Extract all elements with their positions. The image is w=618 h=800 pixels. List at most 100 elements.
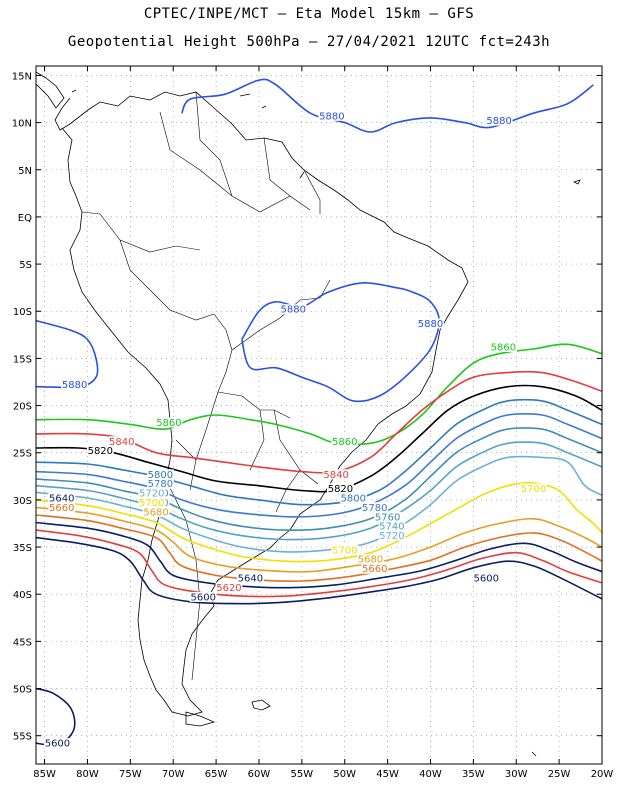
lat-tick-label: 50S bbox=[13, 685, 32, 696]
tierra-del-fuego bbox=[185, 711, 216, 727]
lat-tick-label: EQ bbox=[18, 213, 32, 224]
contour-5640 bbox=[36, 521, 602, 589]
contour-label: 5840 bbox=[323, 470, 348, 481]
contour-label: 5700 bbox=[521, 484, 546, 495]
caribbean-islands bbox=[71, 89, 305, 179]
axis-labels: 15N 10N 5N EQ 5S 10S 15S 20S 25S 30S 35S 40S 45S 50S 5… bbox=[12, 66, 614, 780]
contour-label: 5860 bbox=[491, 342, 516, 353]
contour-label: 5600 bbox=[191, 592, 216, 603]
atlantic-islands bbox=[531, 179, 581, 757]
lat-tick-label: 40S bbox=[13, 590, 32, 601]
contour-label: 5800 bbox=[148, 470, 173, 481]
lat-tick-label: 5N bbox=[18, 166, 32, 177]
south-america-coastline bbox=[54, 91, 469, 717]
contour-label: 5660 bbox=[362, 564, 387, 575]
lat-tick-label: 30S bbox=[13, 496, 32, 507]
contour-label: 5620 bbox=[216, 583, 241, 594]
contour-5860 bbox=[36, 343, 602, 446]
country-borders bbox=[81, 91, 331, 681]
contour-label: 5880 bbox=[281, 305, 306, 316]
contour-5700 bbox=[36, 481, 602, 563]
contour-label: 5640 bbox=[49, 493, 74, 504]
contour-labels: 5880 5880 5880 5880 5880 5860 5860 5860 5840 5840… bbox=[44, 110, 547, 750]
map-frame bbox=[35, 65, 603, 765]
lat-tick-label: 10S bbox=[13, 307, 32, 318]
contour-label: 5780 bbox=[148, 479, 173, 490]
contour-label: 5700 bbox=[139, 498, 164, 509]
contour-label: 5600 bbox=[474, 574, 499, 585]
contour-label-bg bbox=[378, 521, 406, 532]
lon-tick-label: 60W bbox=[248, 769, 271, 780]
lon-tick-label: 85W bbox=[33, 769, 56, 780]
contour-label-bg bbox=[146, 469, 174, 480]
contour-label: 5760 bbox=[375, 512, 400, 523]
contour-label-bg bbox=[215, 582, 243, 593]
contour-label: 5860 bbox=[156, 418, 181, 429]
lon-tick-label: 40W bbox=[419, 769, 442, 780]
contour-label-bg bbox=[61, 379, 88, 390]
lon-tick-label: 80W bbox=[76, 769, 99, 780]
contour-5680 bbox=[36, 506, 602, 573]
lon-tick-label: 30W bbox=[505, 769, 528, 780]
contour-label: 5820 bbox=[328, 484, 353, 495]
contour-label: 5700 bbox=[332, 545, 357, 556]
contour-label-bg bbox=[189, 591, 217, 602]
contour-label-bg bbox=[417, 318, 444, 329]
contour-label-bg bbox=[48, 502, 76, 513]
contour-label-bg bbox=[48, 492, 76, 503]
contour-5880 bbox=[241, 282, 440, 403]
contour-label: 5880 bbox=[418, 319, 443, 330]
contour-lines bbox=[36, 78, 602, 746]
contour-label: 5680 bbox=[143, 508, 168, 519]
contour-label-bg bbox=[146, 478, 174, 489]
contour-label: 5640 bbox=[238, 574, 263, 585]
contour-label-bg bbox=[327, 483, 354, 494]
contour-label-bg bbox=[357, 554, 384, 565]
lon-tick-label: 75W bbox=[119, 769, 142, 780]
contour-label: 5720 bbox=[379, 531, 404, 542]
contour-label: 5680 bbox=[358, 555, 383, 566]
contour-label-bg bbox=[489, 341, 517, 352]
contour-label-bg bbox=[519, 483, 547, 494]
lon-tick-label: 65W bbox=[205, 769, 228, 780]
contour-label-bg bbox=[138, 488, 166, 499]
lat-lon-grid bbox=[36, 66, 603, 764]
lat-tick-label: 5S bbox=[19, 260, 32, 271]
contour-label-bg bbox=[331, 436, 359, 447]
lat-tick-label: 20S bbox=[13, 402, 32, 413]
lat-tick-label: 15N bbox=[12, 71, 32, 82]
contour-label: 5880 bbox=[62, 380, 87, 391]
lat-tick-label: 45S bbox=[13, 637, 32, 648]
contour-label: 5860 bbox=[332, 437, 357, 448]
contour-5600 bbox=[36, 536, 602, 605]
contour-5800 bbox=[36, 398, 602, 506]
contour-5840 bbox=[36, 370, 602, 474]
lat-tick-label: 10N bbox=[12, 119, 32, 130]
lon-tick-label: 55W bbox=[291, 769, 314, 780]
contour-5880 bbox=[181, 78, 594, 133]
lon-tick-label: 50W bbox=[333, 769, 356, 780]
lon-tick-label: 20W bbox=[591, 769, 614, 780]
map-title-line1: CPTEC/INPE/MCT – Eta Model 15km – GFS bbox=[143, 6, 475, 22]
lon-tick-label: 25W bbox=[548, 769, 571, 780]
contour-5660 bbox=[36, 514, 602, 582]
contour-label-bg bbox=[44, 738, 71, 749]
contour-label: 5720 bbox=[139, 489, 164, 500]
contour-label-bg bbox=[485, 115, 513, 126]
lon-tick-label: 45W bbox=[376, 769, 399, 780]
contour-5600 bbox=[36, 687, 76, 746]
contour-label-bg bbox=[318, 110, 346, 121]
contour-label-bg bbox=[472, 573, 500, 584]
contour-label: 5740 bbox=[379, 522, 404, 533]
coastline-borders bbox=[36, 71, 581, 757]
contour-label-bg bbox=[361, 563, 389, 574]
lat-tick-label: 25S bbox=[13, 449, 32, 460]
contour-label-bg bbox=[108, 436, 136, 447]
contour-5620 bbox=[36, 529, 602, 598]
central-america-coastline bbox=[36, 71, 65, 109]
contour-label: 5820 bbox=[88, 446, 113, 457]
contour-label: 5660 bbox=[49, 503, 74, 514]
contour-label-bg bbox=[279, 304, 307, 315]
contour-label-bg bbox=[374, 511, 402, 522]
contour-label: 5880 bbox=[319, 111, 344, 122]
